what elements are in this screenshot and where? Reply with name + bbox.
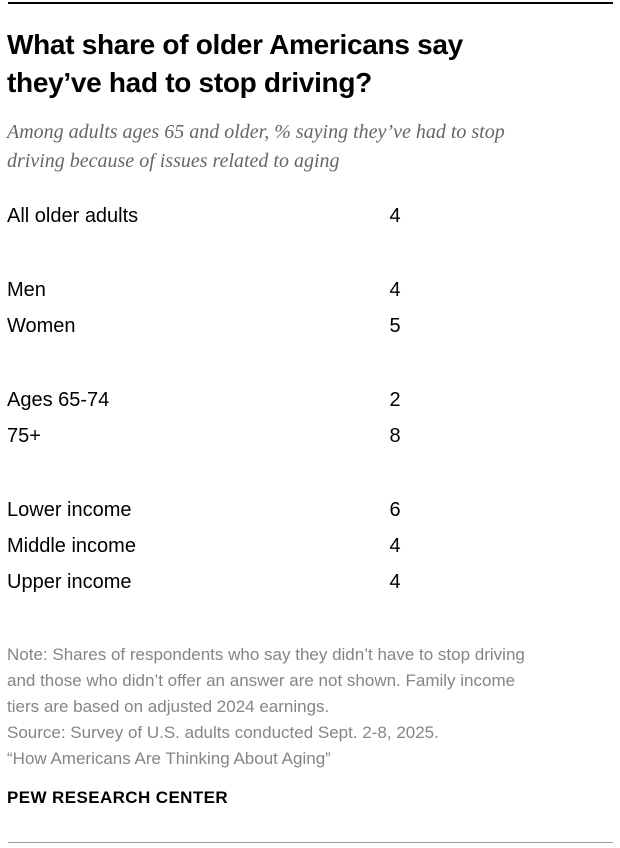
row-label: Lower income xyxy=(7,499,132,521)
row-value: 4 xyxy=(389,205,401,227)
row-value: 2 xyxy=(389,389,401,411)
row-label: Middle income xyxy=(7,535,136,557)
table-row: Women 5 xyxy=(7,308,613,344)
row-value: 4 xyxy=(389,535,401,557)
report-title-text: “How Americans Are Thinking About Aging” xyxy=(7,749,331,768)
row-label: Ages 65-74 xyxy=(7,389,110,411)
table-row: Upper income 4 xyxy=(7,564,613,600)
source-text: Source: Survey of U.S. adults conducted … xyxy=(7,723,439,742)
row-value: 5 xyxy=(389,315,401,337)
row-value: 4 xyxy=(389,571,401,593)
row-value: 8 xyxy=(389,425,401,447)
table-row: Lower income 6 xyxy=(7,492,613,528)
bottom-rule xyxy=(8,842,613,843)
group-gender: Men 4 Women 5 xyxy=(7,272,613,344)
note-text: Note: Shares of respondents who say they… xyxy=(7,645,525,716)
chart-subtitle: Among adults ages 65 and older, % saying… xyxy=(7,121,505,172)
footnotes: Note: Shares of respondents who say they… xyxy=(7,642,613,772)
row-label: All older adults xyxy=(7,205,139,227)
group-income: Lower income 6 Middle income 4 Upper inc… xyxy=(7,492,613,600)
chart-title: What share of older Americans say they’v… xyxy=(7,29,463,98)
chart-content: What share of older Americans say they’v… xyxy=(7,29,613,807)
pew-research-center-wordmark: PEW RESEARCH CENTER xyxy=(7,788,229,807)
table-row: 75+ 8 xyxy=(7,418,613,454)
table-row: Ages 65-74 2 xyxy=(7,382,613,418)
table-row: Middle income 4 xyxy=(7,528,613,564)
row-label: Men xyxy=(7,279,46,301)
group-overall: All older adults 4 xyxy=(7,198,613,234)
row-label: 75+ xyxy=(7,425,41,447)
row-value: 4 xyxy=(389,279,401,301)
table-row: Men 4 xyxy=(7,272,613,308)
data-table: All older adults 4 Men 4 Women 5 Ages 65… xyxy=(7,198,613,600)
row-label: Women xyxy=(7,315,76,337)
top-rule xyxy=(8,2,613,4)
group-age: Ages 65-74 2 75+ 8 xyxy=(7,382,613,454)
row-label: Upper income xyxy=(7,571,132,593)
row-value: 6 xyxy=(389,499,401,521)
table-row: All older adults 4 xyxy=(7,198,613,234)
